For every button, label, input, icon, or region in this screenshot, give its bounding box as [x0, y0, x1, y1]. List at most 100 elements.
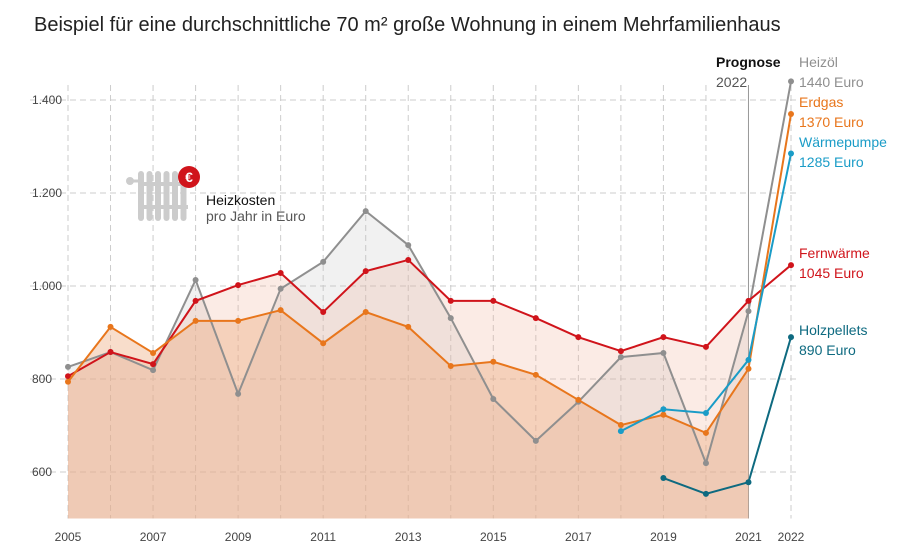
data-point	[235, 282, 242, 289]
series-value-label: 890 Euro	[799, 342, 856, 358]
data-point	[447, 315, 454, 322]
legend-title: Heizkosten	[206, 192, 276, 208]
y-tick-label: 1.200	[32, 186, 62, 200]
data-point	[617, 428, 624, 435]
data-point	[277, 285, 284, 292]
forecast-year: 2022	[716, 74, 748, 90]
series-value-label: 1370 Euro	[799, 114, 864, 130]
radiator-fin	[155, 171, 161, 221]
y-tick-label: 800	[32, 372, 52, 386]
area-Fernwärme	[68, 259, 749, 519]
data-point	[745, 308, 752, 315]
series-line-Holzpellets	[663, 336, 792, 495]
radiator-fin	[163, 171, 170, 221]
data-point	[150, 367, 157, 374]
data-point	[617, 348, 624, 355]
data-point	[617, 354, 624, 361]
data-point	[192, 317, 199, 324]
x-tick-label: 2015	[480, 530, 507, 544]
data-point	[405, 323, 412, 330]
data-point	[490, 358, 497, 365]
series-name-label: Erdgas	[799, 94, 844, 110]
data-point	[65, 363, 71, 370]
data-point	[745, 479, 752, 486]
data-point	[362, 208, 369, 215]
data-point	[702, 409, 709, 416]
x-tick-label: 2022	[778, 530, 805, 544]
data-point	[490, 297, 497, 304]
x-tick-label: 2009	[225, 530, 252, 544]
x-tick-label: 2013	[395, 530, 422, 544]
x-tick-label: 2017	[565, 530, 592, 544]
data-point	[532, 315, 539, 322]
data-point	[447, 362, 454, 369]
data-point	[405, 256, 412, 263]
radiator-fin	[146, 171, 153, 221]
data-point	[745, 365, 752, 372]
data-point	[150, 349, 157, 356]
data-point	[660, 475, 667, 482]
series-name-label: Fernwärme	[799, 245, 870, 261]
data-point	[192, 276, 199, 283]
area-Erdgas	[68, 310, 749, 519]
x-tick-label: 2007	[140, 530, 167, 544]
data-point	[362, 268, 369, 275]
data-point	[362, 309, 369, 316]
data-point	[745, 356, 752, 363]
x-tick-label: 2005	[55, 530, 82, 544]
data-point	[65, 378, 71, 385]
series-name-label: Heizöl	[799, 54, 838, 70]
y-tick-label: 1.400	[32, 93, 62, 107]
euro-symbol: €	[185, 169, 193, 185]
data-point	[660, 406, 667, 413]
series-value-label: 1045 Euro	[799, 265, 864, 281]
data-point	[235, 390, 242, 397]
data-point	[788, 150, 795, 157]
data-point	[745, 297, 752, 304]
data-point	[107, 323, 114, 330]
data-point	[490, 395, 497, 402]
data-point	[702, 429, 709, 436]
data-point	[532, 437, 539, 444]
forecast-label: Prognose	[716, 54, 781, 70]
x-tick-label: 2011	[310, 530, 336, 544]
radiator-bar	[138, 205, 188, 209]
radiator-fin	[138, 171, 144, 221]
data-point	[320, 340, 327, 347]
data-point	[788, 262, 795, 269]
series-name-label: Holzpellets	[799, 322, 868, 338]
data-point	[788, 110, 795, 117]
series-name-label: Wärmepumpe	[799, 134, 887, 150]
data-point	[702, 460, 709, 467]
data-point	[107, 349, 114, 356]
data-point	[575, 334, 582, 341]
data-point	[192, 297, 199, 304]
data-point	[532, 371, 539, 378]
data-point	[617, 422, 624, 429]
data-point	[235, 317, 242, 324]
data-point	[320, 258, 327, 265]
data-point	[405, 242, 412, 249]
series-value-label: 1285 Euro	[799, 154, 864, 170]
data-point	[320, 309, 327, 316]
data-point	[660, 349, 667, 356]
x-tick-label: 2021	[735, 530, 762, 544]
data-point	[277, 307, 284, 314]
area-Heizöl	[68, 211, 749, 519]
data-point	[65, 373, 71, 380]
y-tick-label: 600	[32, 465, 52, 479]
data-point	[702, 343, 709, 350]
data-point	[788, 78, 795, 85]
radiator-bar	[138, 182, 188, 186]
data-point	[575, 396, 582, 403]
chart-title: Beispiel für eine durchschnittliche 70 m…	[34, 14, 781, 36]
data-point	[447, 297, 454, 304]
series-line-Fernwärme	[67, 258, 792, 378]
data-point	[660, 334, 667, 341]
legend-subtitle: pro Jahr in Euro	[206, 208, 306, 224]
data-point	[788, 334, 795, 341]
data-point	[660, 411, 667, 418]
euro-badge-icon	[178, 166, 200, 188]
x-tick-label: 2019	[650, 530, 677, 544]
